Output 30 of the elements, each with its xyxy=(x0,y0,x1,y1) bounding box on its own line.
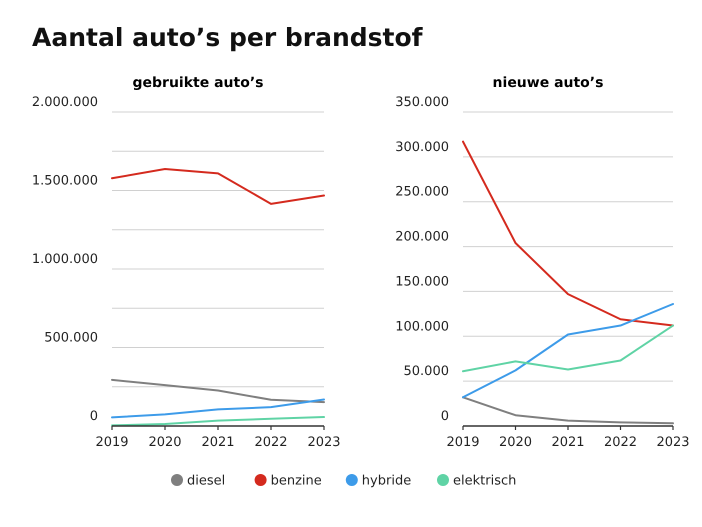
y-tick-label: 100.000 xyxy=(395,319,449,334)
legend-label: elektrisch xyxy=(453,474,516,488)
y-tick-label: 500.000 xyxy=(44,330,98,346)
y-tick-label: 0 xyxy=(90,409,98,424)
x-tick-label: 2019 xyxy=(446,435,480,450)
y-tick-label: 1.000.000 xyxy=(32,252,98,267)
y-tick-label: 50.000 xyxy=(404,364,449,380)
chart-subtitle: nieuwe auto’s xyxy=(492,75,604,91)
chart-title: Aantal auto’s per brandstof xyxy=(32,23,424,52)
y-tick-label: 2.000.000 xyxy=(32,95,98,110)
x-tick-label: 2020 xyxy=(498,435,532,450)
x-tick-label: 2022 xyxy=(604,435,638,450)
x-tick-label: 2023 xyxy=(307,435,341,450)
y-tick-label: 250.000 xyxy=(395,184,449,200)
chart-subtitle: gebruikte auto’s xyxy=(132,75,264,91)
y-tick-label: 150.000 xyxy=(395,274,449,290)
x-tick-label: 2020 xyxy=(148,435,182,450)
x-tick-label: 2019 xyxy=(95,435,129,450)
x-tick-label: 2021 xyxy=(201,435,235,450)
x-tick-label: 2021 xyxy=(551,435,585,450)
legend-label: benzine xyxy=(270,474,322,488)
y-tick-label: 200.000 xyxy=(395,230,449,245)
x-tick-label: 2023 xyxy=(656,435,690,450)
y-tick-label: 300.000 xyxy=(395,140,449,155)
legend-label: hybride xyxy=(362,474,412,488)
y-tick-label: 1.500.000 xyxy=(32,174,98,188)
y-tick-label: 350.000 xyxy=(395,95,449,110)
x-tick-label: 2022 xyxy=(254,435,288,450)
legend-label: diesel xyxy=(187,474,226,488)
y-tick-label: 0 xyxy=(440,409,449,424)
